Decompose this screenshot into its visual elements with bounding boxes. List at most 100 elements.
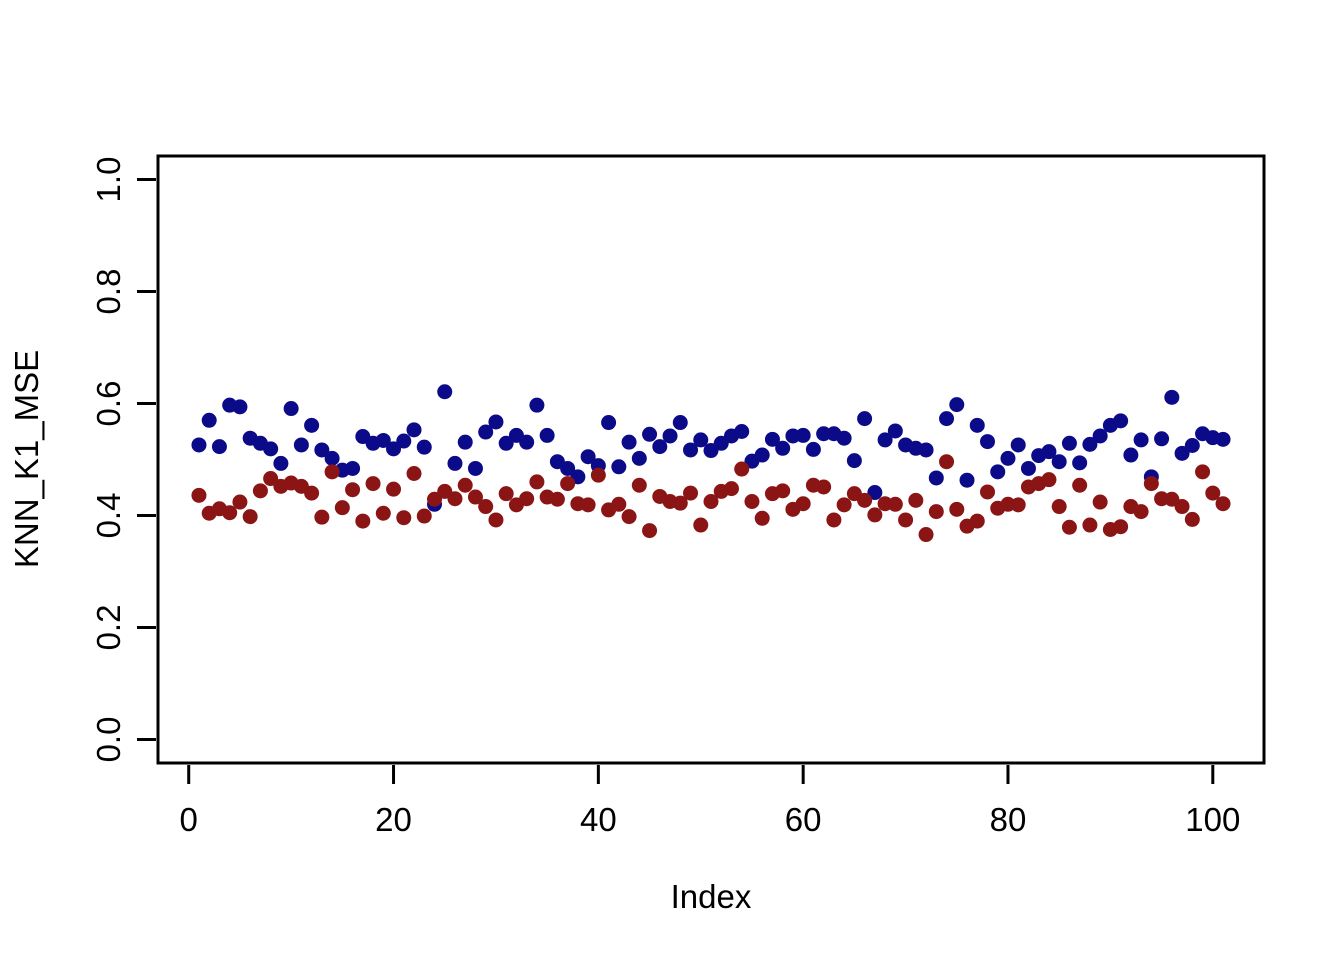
data-point-red bbox=[949, 501, 965, 517]
x-axis-tick-label: 40 bbox=[580, 801, 617, 838]
data-point-blue bbox=[406, 422, 422, 438]
data-point-red bbox=[519, 491, 535, 507]
data-point-blue bbox=[416, 439, 432, 455]
data-point-blue bbox=[273, 455, 289, 471]
data-point-blue bbox=[1051, 454, 1067, 470]
data-point-blue bbox=[857, 411, 873, 427]
data-point-blue bbox=[969, 417, 985, 433]
data-point-red bbox=[263, 471, 279, 487]
data-point-blue bbox=[293, 437, 309, 453]
data-point-blue bbox=[1020, 460, 1036, 476]
data-point-red bbox=[1174, 499, 1190, 515]
data-point-blue bbox=[1123, 447, 1139, 463]
data-point-blue bbox=[580, 449, 596, 465]
data-point-blue bbox=[928, 470, 944, 486]
data-point-blue bbox=[447, 455, 463, 471]
data-point-red bbox=[908, 492, 924, 508]
data-point-red bbox=[898, 512, 914, 528]
data-point-blue bbox=[990, 464, 1006, 480]
data-point-blue bbox=[939, 411, 955, 427]
data-point-blue bbox=[734, 424, 750, 440]
data-point-red bbox=[621, 509, 637, 525]
data-point-blue bbox=[662, 428, 678, 444]
data-point-blue bbox=[396, 433, 412, 449]
data-point-red bbox=[1041, 472, 1057, 488]
data-point-red bbox=[1133, 504, 1149, 520]
data-point-blue bbox=[498, 435, 514, 451]
data-point-blue bbox=[191, 437, 207, 453]
x-axis-tick-label: 60 bbox=[785, 801, 822, 838]
y-axis-ticks: 0.0 0.2 0.4 0.6 0.8 1.0 bbox=[90, 157, 156, 763]
y-axis-tick-label: 1.0 bbox=[90, 157, 127, 203]
data-point-red bbox=[529, 474, 545, 490]
data-point-red bbox=[1205, 485, 1221, 501]
data-point-red bbox=[795, 496, 811, 512]
data-point-blue bbox=[846, 453, 862, 469]
data-point-red bbox=[1051, 499, 1067, 515]
data-point-red bbox=[1092, 494, 1108, 510]
y-axis-tick-label: 0.2 bbox=[90, 605, 127, 651]
data-point-blue bbox=[314, 442, 330, 458]
data-point-blue bbox=[775, 440, 791, 456]
data-point-red bbox=[672, 495, 688, 511]
data-point-red bbox=[1195, 464, 1211, 480]
x-axis-label: Index bbox=[671, 878, 752, 915]
data-point-blue bbox=[693, 432, 709, 448]
data-point-blue bbox=[631, 450, 647, 466]
data-point-red bbox=[683, 485, 699, 501]
data-point-red bbox=[887, 496, 903, 512]
data-point-red bbox=[1010, 497, 1026, 513]
data-point-red bbox=[345, 482, 361, 498]
data-point-blue bbox=[959, 472, 975, 488]
data-point-red bbox=[590, 467, 606, 483]
data-point-blue bbox=[980, 434, 995, 450]
data-point-red bbox=[816, 479, 832, 495]
data-point-red bbox=[580, 497, 596, 513]
data-point-blue bbox=[519, 434, 535, 450]
data-point-blue bbox=[1061, 435, 1077, 451]
data-point-blue bbox=[949, 397, 965, 413]
data-point-blue bbox=[621, 434, 637, 450]
data-point-red bbox=[457, 477, 473, 493]
data-point-blue bbox=[304, 417, 320, 433]
data-point-red bbox=[478, 499, 494, 515]
x-axis-tick-label: 80 bbox=[990, 801, 1027, 838]
data-point-red bbox=[498, 486, 514, 502]
data-point-blue bbox=[324, 450, 340, 466]
data-point-red bbox=[1143, 476, 1159, 492]
data-point-red bbox=[386, 481, 402, 497]
data-point-red bbox=[467, 489, 483, 505]
data-point-blue bbox=[539, 427, 555, 443]
data-point-blue bbox=[560, 460, 576, 476]
data-point-red bbox=[693, 517, 709, 533]
data-point-blue bbox=[1184, 438, 1200, 454]
data-point-red bbox=[969, 513, 985, 529]
data-point-blue bbox=[211, 439, 227, 455]
data-point-blue bbox=[263, 441, 279, 457]
data-point-red bbox=[918, 527, 934, 543]
data-point-red bbox=[365, 476, 381, 492]
data-point-red bbox=[754, 510, 770, 526]
y-axis-tick-label: 0.0 bbox=[90, 717, 127, 763]
data-point-blue bbox=[1113, 413, 1129, 429]
data-point-blue bbox=[764, 431, 780, 447]
data-point-red bbox=[560, 476, 576, 492]
data-point-red bbox=[232, 494, 248, 510]
data-point-red bbox=[1113, 519, 1129, 535]
data-point-blue bbox=[1154, 431, 1170, 447]
data-point-red bbox=[734, 461, 750, 477]
data-point-red bbox=[1072, 477, 1088, 493]
data-point-red bbox=[242, 509, 258, 525]
data-point-red bbox=[314, 509, 330, 525]
data-point-blue bbox=[1133, 432, 1149, 448]
data-point-blue bbox=[457, 434, 473, 450]
data-point-blue bbox=[1082, 436, 1098, 452]
data-point-blue bbox=[1010, 437, 1026, 453]
data-point-blue bbox=[795, 427, 811, 443]
data-point-red bbox=[375, 505, 391, 521]
data-point-red bbox=[488, 512, 504, 528]
data-point-red bbox=[611, 496, 627, 512]
data-point-red bbox=[427, 491, 442, 507]
data-point-blue bbox=[1174, 445, 1190, 461]
